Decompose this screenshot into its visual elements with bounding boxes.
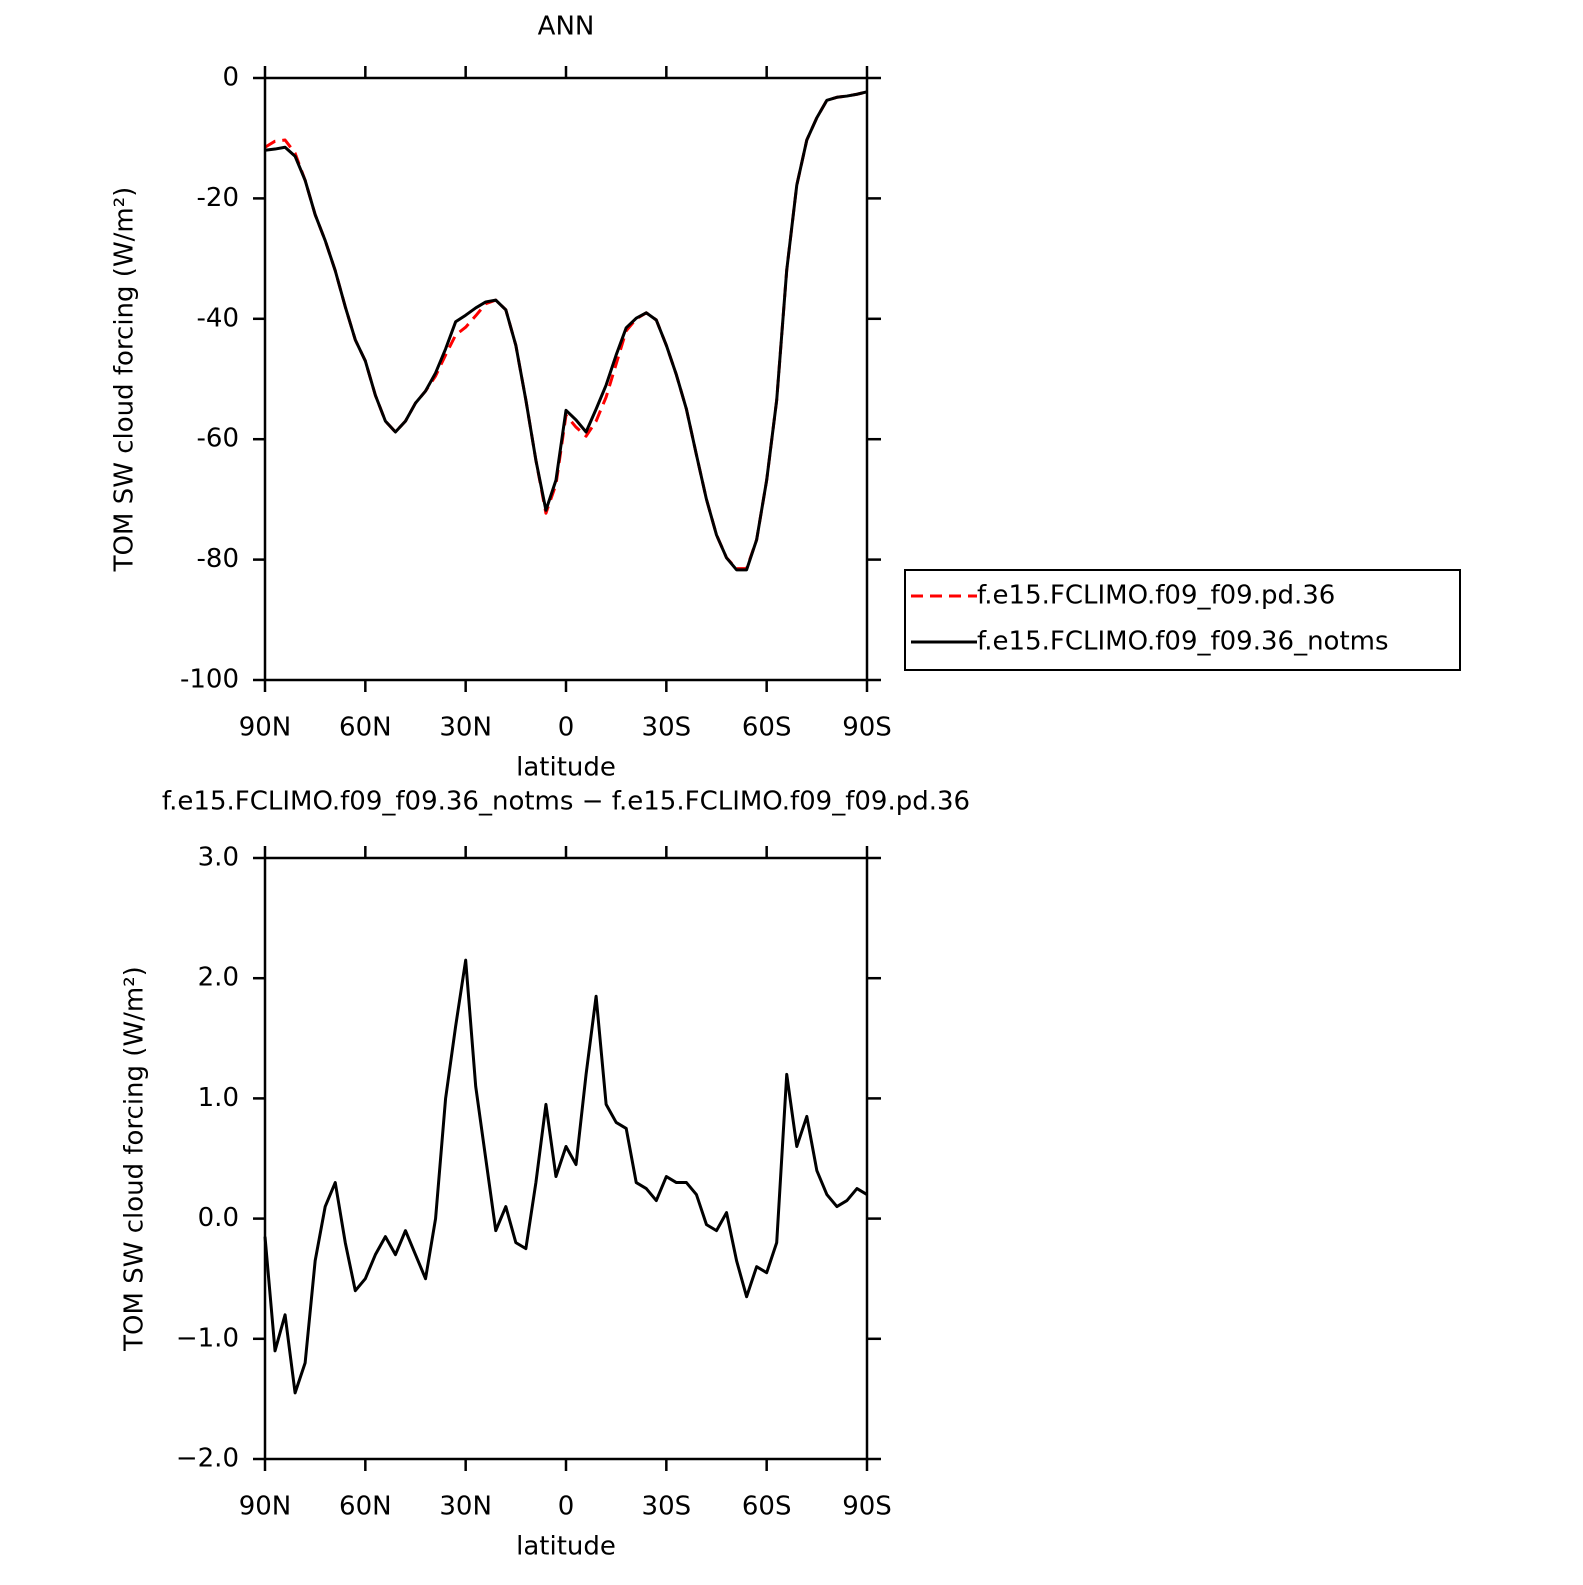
y-tick-label: 2.0 [198,963,239,993]
y-tick-label: -20 [197,183,239,213]
y-tick-label: −2.0 [176,1444,239,1474]
x-tick-label: 30S [642,1492,692,1522]
plot-frame [263,76,869,682]
x-tick-label: 60N [339,713,392,743]
y-tick-label: −1.0 [176,1323,239,1353]
legend-box [904,569,1461,671]
legend-label: f.e15.FCLIMO.f09_f09.36_notms [977,627,1389,657]
y-axis-label: TOM SW cloud forcing (W/m²) [110,187,140,573]
x-tick-label: 30N [439,1492,492,1522]
y-tick-label: -40 [197,303,239,333]
chart-title: f.e15.FCLIMO.f09_f09.36_notms − f.e15.FC… [162,787,970,817]
x-tick-label: 0 [558,713,575,743]
x-tick-label: 90N [239,713,292,743]
x-tick-label: 60S [742,713,792,743]
x-tick-label: 60N [339,1492,392,1522]
x-tick-label: 0 [558,1492,575,1522]
x-tick-label: 30N [439,713,492,743]
x-axis-label: latitude [516,1532,616,1562]
x-tick-label: 60S [742,1492,792,1522]
y-tick-label: -100 [180,665,239,695]
x-tick-label: 30S [642,713,692,743]
legend-label: f.e15.FCLIMO.f09_f09.pd.36 [977,581,1335,611]
chart-title: ANN [538,12,595,42]
x-tick-label: 90N [239,1492,292,1522]
y-tick-label: 0.0 [198,1203,239,1233]
chart-panel: f.e15.FCLIMO.f09_f09.36_notms − f.e15.FC… [120,787,971,1562]
y-tick-label: -80 [197,544,239,574]
y-tick-label: 1.0 [198,1083,239,1113]
x-tick-label: 90S [842,1492,892,1522]
chart-panel: ANN latitude TOM SW cloud forcing (W/m²) 90… [110,12,1461,783]
x-tick-label: 90S [842,713,892,743]
data-line [264,90,868,571]
plot-frame [263,856,869,1461]
x-axis-label: latitude [516,753,616,783]
y-tick-label: 3.0 [198,843,239,873]
data-line [263,958,868,1395]
data-line [264,90,868,572]
y-tick-label: 0 [222,63,239,93]
y-tick-label: -60 [197,424,239,454]
y-axis-label: TOM SW cloud forcing (W/m²) [120,966,150,1352]
